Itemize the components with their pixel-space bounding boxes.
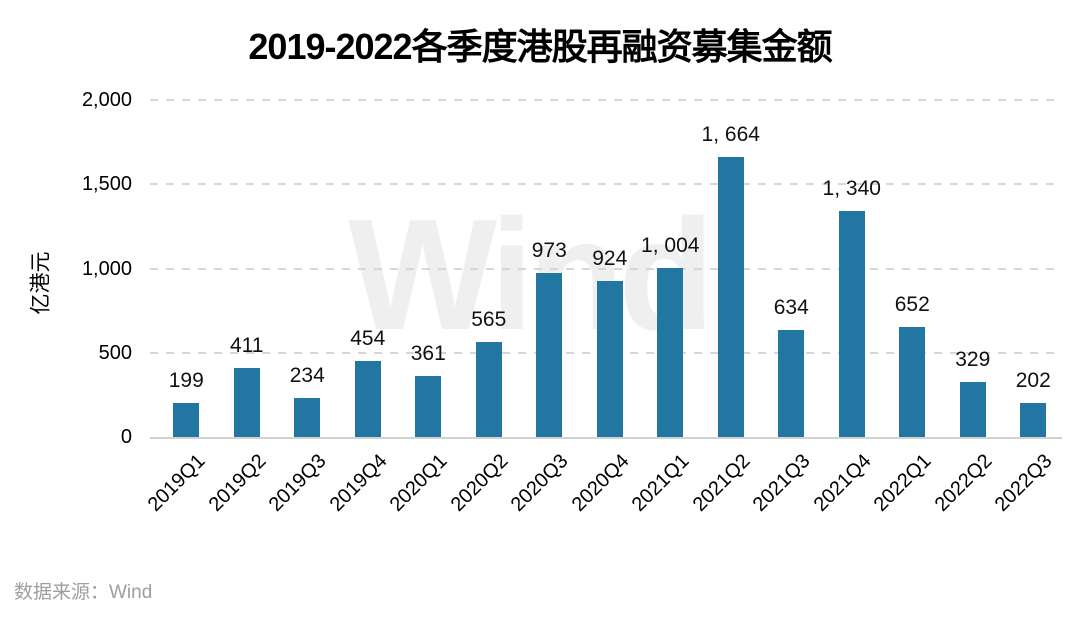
bar-2020Q4 [596, 281, 623, 437]
y-tick-label: 1,500 [81, 173, 132, 196]
y-tick-label: 500 [98, 341, 132, 364]
value-label-2022Q3: 202 [1015, 369, 1051, 392]
value-label-2021Q4: 1, 340 [822, 177, 881, 200]
bar-2022Q1 [899, 327, 926, 437]
wind-watermark: Wind [348, 187, 715, 363]
value-label-2019Q3: 234 [289, 364, 325, 387]
y-tick-label: 0 [120, 426, 132, 448]
gridline-1000 [150, 267, 1062, 270]
x-axis-line [150, 437, 1062, 439]
bar-2020Q1 [415, 376, 442, 437]
value-label-2022Q2: 329 [955, 348, 991, 371]
value-label-2021Q1: 1, 004 [641, 234, 700, 257]
bar-2021Q1 [657, 268, 684, 437]
y-tick-label: 1,000 [81, 257, 132, 280]
bar-2020Q3 [536, 273, 563, 437]
value-label-2020Q4: 924 [592, 247, 628, 270]
value-label-2019Q1: 199 [168, 369, 204, 392]
chart-title: 2019-2022各季度港股再融资募集金额 [248, 26, 832, 67]
bar-2021Q4 [838, 211, 865, 437]
bar-2022Q2 [959, 382, 986, 437]
y-tick-label: 2,000 [81, 89, 132, 111]
bar-2019Q2 [233, 368, 260, 437]
gridline-1500 [150, 183, 1062, 186]
bar-2019Q3 [294, 398, 321, 437]
value-label-2021Q2: 1, 664 [701, 123, 760, 146]
value-label-2022Q1: 652 [894, 293, 930, 316]
value-label-2020Q1: 361 [410, 342, 446, 365]
bar-2021Q2 [717, 157, 744, 437]
gridline-2000 [150, 99, 1062, 101]
value-label-2019Q2: 411 [230, 334, 264, 357]
y-axis-unit-label: 亿港元 [29, 251, 53, 315]
bar-2019Q4 [354, 361, 381, 437]
value-label-2021Q3: 634 [773, 296, 809, 319]
value-label-2020Q3: 973 [531, 239, 567, 262]
bar-2022Q3 [1020, 403, 1047, 437]
bar-2019Q1 [173, 403, 200, 437]
value-label-2020Q2: 565 [471, 308, 507, 331]
value-label-2019Q4: 454 [350, 327, 386, 350]
bar-2021Q3 [778, 330, 805, 437]
bar-2020Q2 [475, 342, 502, 437]
source-note: 数据来源：Wind [14, 582, 153, 603]
